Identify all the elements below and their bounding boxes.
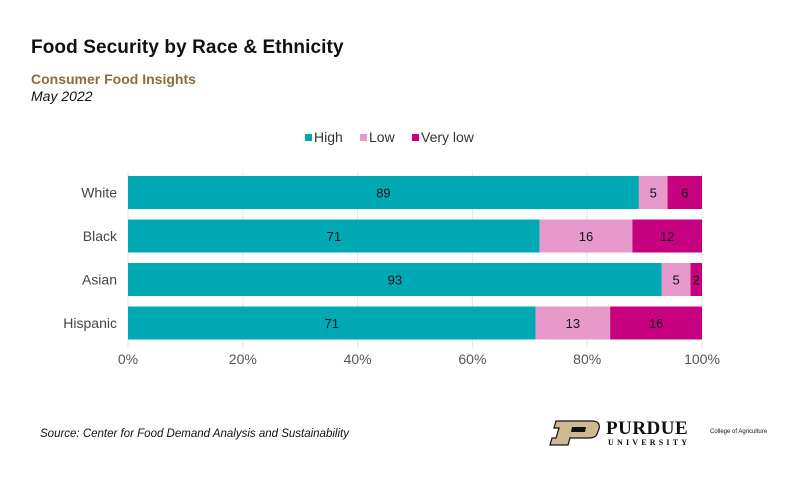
legend-label: Very low — [421, 129, 475, 145]
data-label: 89 — [376, 186, 390, 201]
bar-segment-very-low — [690, 263, 702, 296]
bar-segment-very-low — [610, 306, 702, 340]
purdue-logo: PURDUE UNIVERSITY College of Agriculture — [548, 418, 778, 450]
category-label: Asian — [82, 272, 117, 288]
bar-row-white: 89 5 6 — [128, 176, 702, 209]
bar-segment-low — [539, 219, 633, 253]
legend-swatch — [412, 134, 419, 141]
bar-segment-very-low — [632, 219, 702, 253]
legend-item-high: High — [305, 129, 343, 145]
data-label: 5 — [673, 273, 680, 288]
x-tick-label: 0% — [118, 351, 138, 367]
data-label: 5 — [650, 186, 657, 201]
logo-college: College of Agriculture — [710, 429, 768, 435]
purdue-p-icon — [549, 420, 600, 446]
source-note: Source: Center for Food Demand Analysis … — [40, 428, 349, 440]
data-label: 93 — [388, 273, 402, 288]
data-label: 13 — [566, 316, 580, 331]
logo-university: UNIVERSITY — [608, 438, 691, 447]
legend-label: High — [314, 129, 343, 145]
data-label: 71 — [325, 316, 339, 331]
legend-swatch — [360, 134, 367, 141]
category-label: Black — [83, 228, 118, 244]
legend: High Low Very low — [305, 129, 475, 145]
bar-segment-low — [535, 306, 611, 340]
logo-wordmark: PURDUE — [606, 418, 689, 439]
data-label: 12 — [660, 229, 674, 244]
bar-row-hispanic: 71 13 16 — [128, 306, 702, 340]
legend-label: Low — [369, 129, 396, 145]
chart-subtitle: Consumer Food Insights — [31, 71, 196, 87]
bar-row-asian: 93 5 2 — [128, 263, 702, 296]
chart-date: May 2022 — [31, 88, 93, 104]
x-tick-label: 60% — [458, 351, 486, 367]
bar-row-black: 71 16 12 — [128, 219, 702, 253]
bar-segment-high — [128, 263, 662, 296]
legend-item-very-low: Very low — [412, 129, 475, 145]
data-label: 6 — [681, 186, 688, 201]
bar-segment-low — [638, 176, 668, 209]
category-label: Hispanic — [63, 315, 117, 331]
x-axis-ticks: 0% 20% 40% 60% 80% 100% — [118, 351, 720, 367]
category-labels: White Black Asian Hispanic — [63, 185, 118, 332]
data-label: 16 — [649, 316, 663, 331]
category-label: White — [81, 185, 117, 201]
x-tick-label: 40% — [344, 351, 372, 367]
legend-item-low: Low — [360, 129, 396, 145]
bar-segment-high — [128, 306, 536, 340]
legend-swatch — [305, 134, 312, 141]
data-label: 2 — [693, 273, 700, 288]
data-label: 71 — [327, 229, 341, 244]
chart-title: Food Security by Race & Ethnicity — [31, 37, 344, 58]
bar-segment-high — [128, 176, 639, 209]
bar-segment-very-low — [667, 176, 702, 209]
data-label: 16 — [579, 229, 593, 244]
bar-segment-high — [128, 219, 540, 253]
bar-segment-low — [661, 263, 691, 296]
x-tick-label: 100% — [684, 351, 720, 367]
x-tick-label: 20% — [229, 351, 257, 367]
x-tick-label: 80% — [573, 351, 601, 367]
